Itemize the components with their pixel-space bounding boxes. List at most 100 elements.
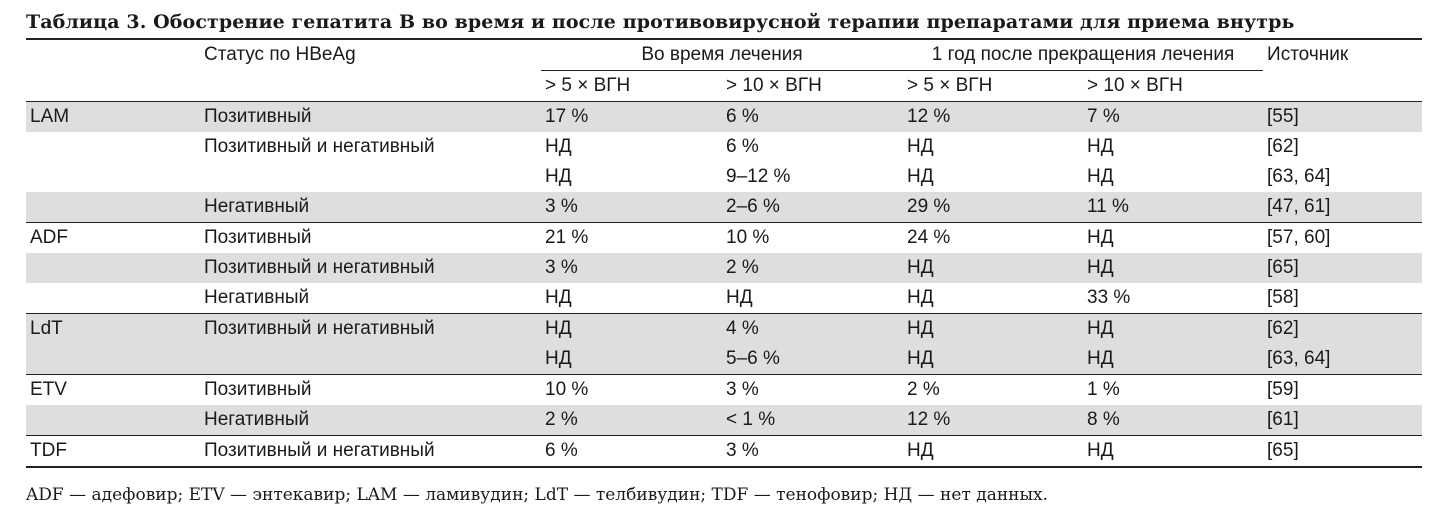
cell-after-gt10: НД	[1083, 344, 1264, 375]
footnote: ADF — адефовир; ETV — энтекавир; LAM — л…	[26, 485, 1049, 505]
cell-during-gt10: НД	[726, 287, 753, 308]
header-empty	[26, 70, 200, 102]
cell-after-gt10: 8 %	[1083, 405, 1264, 436]
table-row: Позитивный и негативный 3 % 2 % НД НД [6…	[26, 253, 1423, 283]
cell-during-gt5: 3 %	[541, 253, 722, 283]
cell-drug	[26, 253, 200, 283]
cell-after-gt10: НД	[1083, 222, 1264, 253]
cell-during-gt10: 9–12 %	[726, 166, 791, 187]
cell-source: [65]	[1263, 435, 1423, 467]
cell-after-gt5: НД	[907, 287, 934, 308]
table-row: ADF Позитивный 21 % 10 % 24 % НД [57, 60…	[26, 222, 1423, 253]
cell-during-gt10: 4 %	[722, 313, 904, 344]
table-row: НД 5–6 % НД НД [63, 64]	[26, 344, 1423, 375]
cell-drug: ADF	[26, 222, 200, 253]
cell-during-gt5: НД	[541, 313, 722, 344]
cell-source: [63, 64]	[1263, 344, 1423, 375]
header-status: Статус по HBeAg	[204, 44, 356, 66]
cell-after-gt10: 7 %	[1083, 101, 1264, 132]
cell-during-gt5: 2 %	[541, 405, 722, 436]
cell-during-gt10: 6 %	[722, 101, 904, 132]
cell-drug	[26, 192, 200, 223]
cell-source: [65]	[1263, 253, 1423, 283]
header-during-gt10: > 10 × ВГН	[722, 70, 904, 102]
cell-status: Позитивный и негативный	[200, 313, 541, 344]
cell-drug: LAM	[26, 101, 200, 132]
cell-after-gt10: НД	[1083, 253, 1264, 283]
cell-during-gt5: НД	[545, 166, 572, 187]
table-row: ETV Позитивный 10 % 3 % 2 % 1 % [59]	[26, 374, 1423, 405]
cell-status: Позитивный	[200, 374, 541, 405]
cell-during-gt5: НД	[545, 136, 572, 157]
header-after-gt10: > 10 × ВГН	[1083, 70, 1264, 102]
cell-status	[200, 162, 541, 192]
cell-source: [61]	[1263, 405, 1423, 436]
cell-drug: ETV	[26, 374, 200, 405]
table-row: Негативный НД НД НД 33 % [58]	[26, 283, 1422, 314]
cell-after-gt5: НД	[907, 166, 934, 187]
cell-during-gt5: 10 %	[541, 374, 722, 405]
cell-after-gt5: НД	[903, 313, 1084, 344]
cell-during-gt10: 2–6 %	[722, 192, 904, 223]
cell-during-gt5: 21 %	[541, 222, 722, 253]
cell-after-gt10: НД	[1083, 313, 1264, 344]
header-empty	[1263, 70, 1423, 102]
cell-during-gt10: < 1 %	[722, 405, 904, 436]
cell-source: [62]	[1267, 136, 1299, 157]
header-row-1: Статус по HBeAg Во время лечения 1 год п…	[26, 39, 1422, 71]
cell-status: Позитивный	[200, 101, 541, 132]
header-during: Во время лечения	[541, 39, 904, 71]
table-row: Негативный 3 % 2–6 % 29 % 11 % [47, 61]	[26, 192, 1423, 223]
cell-status: Позитивный и негативный	[200, 253, 541, 283]
cell-after-gt10: НД	[1083, 435, 1264, 467]
cell-drug	[26, 132, 200, 162]
header-source: Источник	[1267, 44, 1349, 66]
cell-status: Позитивный и негативный	[200, 435, 541, 467]
cell-after-gt10: НД	[1087, 166, 1114, 187]
cell-drug	[26, 283, 200, 314]
cell-status	[200, 344, 541, 375]
cell-after-gt5: 2 %	[903, 374, 1084, 405]
header-row-2: > 5 × ВГН > 10 × ВГН > 5 × ВГН > 10 × ВГ…	[26, 70, 1423, 102]
cell-source: [58]	[1267, 287, 1299, 308]
header-during-gt5: > 5 × ВГН	[541, 70, 722, 102]
header-empty	[200, 70, 541, 102]
cell-drug	[26, 162, 200, 192]
cell-after-gt10: 33 %	[1087, 287, 1131, 308]
cell-drug	[26, 344, 200, 375]
header-after: 1 год после прекращения лечения	[903, 39, 1264, 71]
header-drug	[26, 39, 200, 71]
cell-after-gt5: НД	[903, 344, 1084, 375]
cell-source: [59]	[1263, 374, 1423, 405]
table-body: LAM Позитивный 17 % 6 % 12 % 7 % [55] По…	[26, 101, 1423, 467]
cell-after-gt10: 11 %	[1083, 192, 1264, 223]
table-title: Таблица 3. Обострение гепатита В во врем…	[26, 11, 1295, 33]
cell-status: Негативный	[204, 287, 310, 308]
cell-during-gt5: 3 %	[541, 192, 722, 223]
cell-drug	[26, 405, 200, 436]
table-row: LAM Позитивный 17 % 6 % 12 % 7 % [55]	[26, 101, 1423, 132]
cell-after-gt5: НД	[907, 136, 934, 157]
cell-after-gt5: НД	[903, 435, 1084, 467]
table-row: Негативный 2 % < 1 % 12 % 8 % [61]	[26, 405, 1423, 436]
cell-drug: TDF	[26, 435, 200, 467]
cell-during-gt10: 10 %	[722, 222, 904, 253]
cell-source: [47, 61]	[1263, 192, 1423, 223]
cell-status: Позитивный и негативный	[204, 136, 435, 157]
table-row: LdT Позитивный и негативный НД 4 % НД НД…	[26, 313, 1423, 344]
cell-during-gt5: НД	[545, 287, 572, 308]
cell-after-gt5: НД	[903, 253, 1084, 283]
cell-source: [62]	[1263, 313, 1423, 344]
cell-after-gt5: 12 %	[903, 405, 1084, 436]
cell-drug: LdT	[26, 313, 200, 344]
cell-status: Позитивный	[200, 222, 541, 253]
cell-after-gt5: 24 %	[903, 222, 1084, 253]
header-after-gt5: > 5 × ВГН	[903, 70, 1084, 102]
cell-after-gt5: 29 %	[903, 192, 1084, 223]
cell-source: [55]	[1263, 101, 1423, 132]
cell-during-gt10: 2 %	[722, 253, 904, 283]
cell-after-gt5: 12 %	[903, 101, 1084, 132]
cell-status: Негативный	[200, 192, 541, 223]
table-row: TDF Позитивный и негативный 6 % 3 % НД Н…	[26, 435, 1423, 467]
